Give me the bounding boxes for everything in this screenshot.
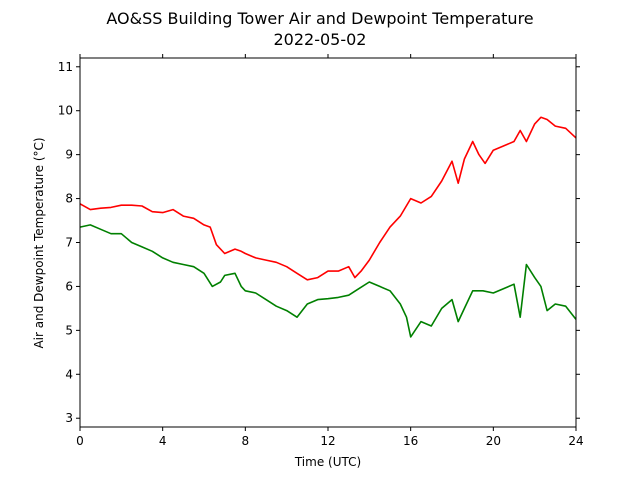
x-tick-label: 12 — [320, 434, 335, 448]
x-tick-label: 0 — [76, 434, 84, 448]
y-tick-label: 11 — [58, 60, 73, 74]
y-tick-label: 3 — [65, 411, 73, 425]
chart-title: AO&SS Building Tower Air and Dewpoint Te… — [106, 9, 533, 28]
x-axis-label: Time (UTC) — [294, 455, 361, 469]
series-line-0 — [79, 116, 577, 281]
ticks-layer: 0 4 8 12 16 20 24 3 4 5 6 7 8 9 10 11 — [58, 54, 584, 448]
y-tick-label: 9 — [65, 148, 73, 162]
y-tick-label: 4 — [65, 367, 73, 381]
chart-subtitle: 2022-05-02 — [274, 30, 367, 49]
x-tick-label: 24 — [568, 434, 583, 448]
series-line-1 — [79, 224, 577, 338]
x-tick-label: 20 — [486, 434, 501, 448]
y-tick-label: 8 — [65, 192, 73, 206]
series-layer — [79, 116, 577, 338]
x-tick-label: 8 — [242, 434, 250, 448]
y-tick-label: 5 — [65, 323, 73, 337]
y-tick-label: 10 — [58, 104, 73, 118]
plot-frame — [79, 57, 577, 428]
x-tick-label: 16 — [403, 434, 418, 448]
x-tick-label: 4 — [159, 434, 167, 448]
y-axis-label: Air and Dewpoint Temperature (°C) — [32, 137, 46, 348]
y-tick-label: 6 — [65, 279, 73, 293]
y-tick-label: 7 — [65, 236, 73, 250]
